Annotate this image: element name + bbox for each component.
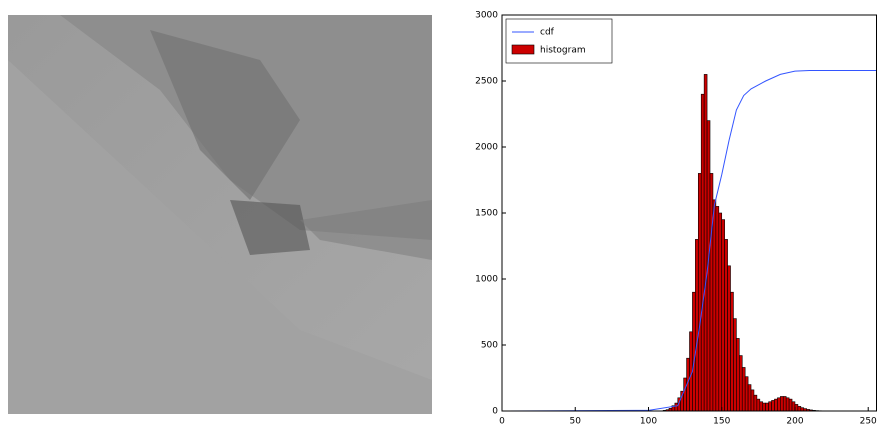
histogram-bar [709,173,714,412]
x-tick-label: 100 [640,417,657,427]
histogram-bar [730,291,734,412]
histogram-bar [724,239,728,412]
histogram-bar [712,199,717,412]
histogram-bar [765,402,769,412]
histogram-bar [736,338,740,412]
histogram-bar [683,377,687,412]
histogram-bar [762,402,766,412]
photo-slope [8,60,432,414]
histogram-bar [741,367,746,412]
legend-label: cdf [540,28,555,38]
histogram-bar [700,93,705,412]
x-tick-label: 250 [860,417,877,427]
histogram-bar [768,401,772,412]
histogram-bar [759,401,764,412]
histogram-bar [747,384,752,412]
histogram-bar [718,212,723,412]
x-tick-label: 0 [499,417,505,427]
photo [8,15,432,414]
legend-label: histogram [540,46,586,56]
y-tick-label: 1500 [475,209,498,219]
x-tick-label: 200 [786,417,803,427]
histogram-bar [750,389,755,412]
histogram-bar [739,355,743,412]
histogram-bar [715,206,720,412]
y-tick-label: 3000 [475,11,498,21]
histogram-bar [777,397,781,412]
x-tick-label: 50 [570,417,582,427]
legend-patch [511,44,535,55]
y-tick-label: 1000 [475,275,498,285]
x-tick-label: 150 [713,417,730,427]
cdf-line [501,69,877,412]
histogram-bar [774,398,778,412]
histogram-bar [782,396,787,412]
histogram-bar [697,173,702,412]
histogram-bar [797,406,802,412]
y-tick-label: 500 [481,341,498,351]
y-tick-label: 2500 [475,77,498,87]
y-tick-label: 0 [492,407,498,417]
histogram-bar [733,318,737,412]
histogram-bar [785,397,790,412]
histogram-bar [727,265,731,412]
photo-trees [150,30,300,200]
histogram-bar [753,394,758,412]
histogram-bar [771,400,775,412]
histogram-bar [788,398,793,412]
histogram-bar [674,402,679,412]
histogram-bar [692,291,696,412]
photo-path [300,200,432,260]
histogram-bar [695,239,699,412]
histogram-bar [780,396,784,412]
histogram-bar [703,74,708,412]
histogram-bar [756,398,761,412]
photo-trees [230,200,310,255]
histogram-bar [721,219,725,412]
histogram-bar [744,376,749,412]
legend-box [505,18,613,64]
y-tick-label: 2000 [475,143,498,153]
